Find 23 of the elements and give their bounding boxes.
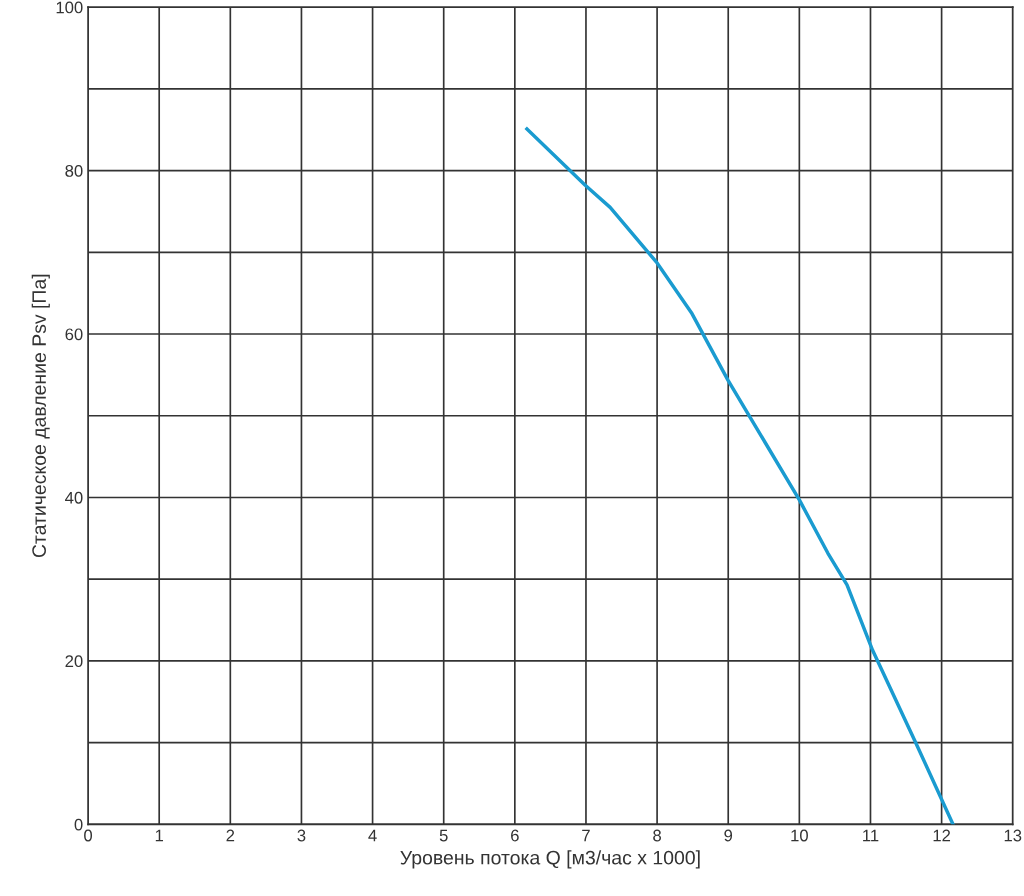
x-tick-label: 10 [791, 829, 808, 842]
x-tick-label: 12 [933, 829, 951, 842]
line-series [525, 127, 955, 825]
x-tick-label: 1 [155, 829, 164, 842]
y-axis-title: Статическое давление Psv [Па] [31, 274, 50, 558]
y-tick-label: 0 [74, 818, 83, 831]
x-tick-label: 6 [511, 829, 519, 842]
y-tick-label: 40 [65, 491, 83, 504]
y-tick-label: 20 [65, 655, 83, 668]
y-tick-label: 60 [65, 328, 83, 341]
x-axis-title: Уровень потока Q [м3/час x 1000] [400, 850, 700, 869]
x-tick-label: 9 [724, 829, 733, 842]
x-tick-label: 11 [863, 829, 879, 842]
x-tick-label: 5 [439, 829, 448, 842]
x-tick-label: 7 [582, 829, 590, 842]
x-tick-label: 3 [297, 829, 306, 842]
y-tick-label: 100 [56, 1, 83, 14]
x-tick-label: 4 [368, 829, 377, 842]
x-tick-label: 13 [1004, 829, 1022, 842]
x-tick-label: 8 [653, 829, 661, 842]
x-tick-label: 2 [226, 829, 235, 842]
y-tick-label: 80 [65, 165, 83, 177]
x-tick-label: 0 [84, 829, 93, 842]
